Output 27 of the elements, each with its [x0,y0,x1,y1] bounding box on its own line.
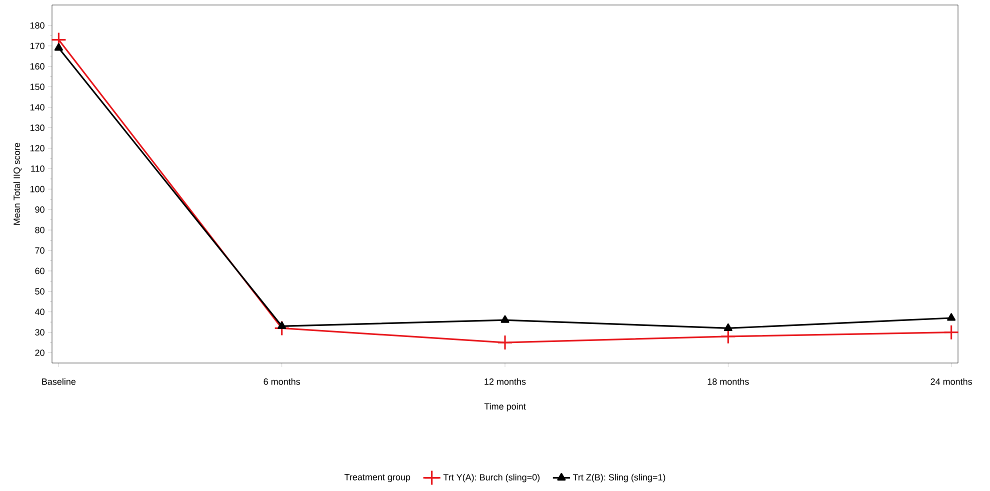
x-tick-label: 12 months [484,378,526,385]
y-tick-label: 30 [35,329,44,336]
x-tick-label: Baseline [42,378,76,385]
y-tick-label: 20 [35,350,44,356]
x-tick-label: 18 months [708,378,749,385]
y-tick-label: 70 [35,247,44,254]
y-tick-label: 170 [30,42,44,50]
y-tick-label: 60 [35,268,44,274]
y-tick-label: 180 [30,22,44,29]
y-tick-label: 80 [35,226,44,234]
y-tick-label: 130 [30,124,44,131]
y-axis-title: Mean Total IIQ score [13,142,22,225]
y-tick-label: 50 [35,288,44,295]
legend-title: Treatment group [344,474,410,482]
x-axis-title: Time point [484,403,526,412]
y-tick-label: 100 [30,186,44,192]
y-tick-label: 150 [30,84,44,90]
y-tick-label: 120 [30,145,44,152]
x-tick-label: 24 months [930,378,972,385]
y-tick-label: 160 [30,63,44,70]
legend-label: Trt Z(B): Sling (sling=1) [572,474,666,482]
x-tick-label: 6 months [264,378,300,385]
y-tick-label: 40 [34,308,44,316]
legend-label: Trt Y(A): Burch (sling=0) [443,474,540,482]
y-tick-label: 110 [31,165,44,172]
y-tick-label: 90 [35,206,44,213]
y-tick-label: 140 [30,104,44,110]
